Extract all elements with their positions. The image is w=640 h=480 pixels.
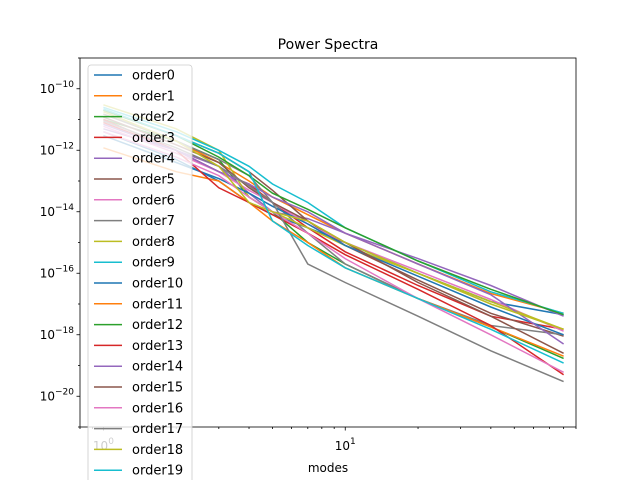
- x-axis-label: modes: [308, 461, 348, 475]
- legend-label: order18: [132, 443, 183, 458]
- series-line-order6: [103, 125, 564, 332]
- y-tick-label: 10−14: [40, 203, 75, 219]
- legend-label: order12: [132, 318, 183, 333]
- legend-label: order15: [132, 381, 183, 396]
- legend: order0 order1 order2 order3 order4 order5 orde…: [87, 64, 193, 480]
- series-line-order18: [103, 111, 564, 331]
- legend-label: order0: [132, 69, 175, 84]
- y-tick-label: 10−16: [40, 264, 75, 280]
- legend-label: order10: [132, 277, 183, 292]
- legend-label: order5: [132, 173, 175, 188]
- legend-label: order14: [132, 360, 183, 375]
- y-axis-ticks: 10−10 10−12 10−14 10−16 10−18 10−20: [40, 57, 80, 428]
- legend-label: order3: [132, 131, 175, 146]
- legend-label: order13: [132, 339, 183, 354]
- series-layer: [103, 104, 565, 383]
- series-line-order10: [103, 134, 564, 336]
- legend-box: [87, 64, 193, 480]
- y-tick-label: 10−18: [40, 326, 75, 342]
- series-line-order16: [103, 130, 564, 373]
- chart-title: Power Spectra: [278, 37, 379, 53]
- legend-label: order6: [132, 193, 175, 208]
- y-tick-label: 10−10: [40, 80, 75, 96]
- legend-label: order17: [132, 422, 183, 437]
- legend-label: order19: [132, 464, 183, 479]
- series-line-order8: [103, 104, 564, 331]
- series-line-order13: [103, 118, 565, 376]
- series-line-order9: [103, 106, 564, 315]
- legend-label: order4: [132, 152, 175, 167]
- series-line-order19: [103, 108, 564, 364]
- legend-label: order11: [132, 297, 183, 312]
- y-tick-label: 10−20: [40, 387, 75, 403]
- legend-label: order7: [132, 214, 175, 229]
- series-line-order12: [103, 109, 564, 316]
- y-tick-label: 10−12: [40, 141, 74, 157]
- x-tick-label: 101: [335, 437, 356, 453]
- legend-label: order8: [132, 235, 175, 250]
- legend-label: order1: [132, 89, 175, 104]
- legend-label: order16: [132, 401, 183, 416]
- legend-label: order2: [132, 110, 175, 125]
- series-line-order14: [103, 123, 565, 345]
- legend-label: order9: [132, 256, 175, 271]
